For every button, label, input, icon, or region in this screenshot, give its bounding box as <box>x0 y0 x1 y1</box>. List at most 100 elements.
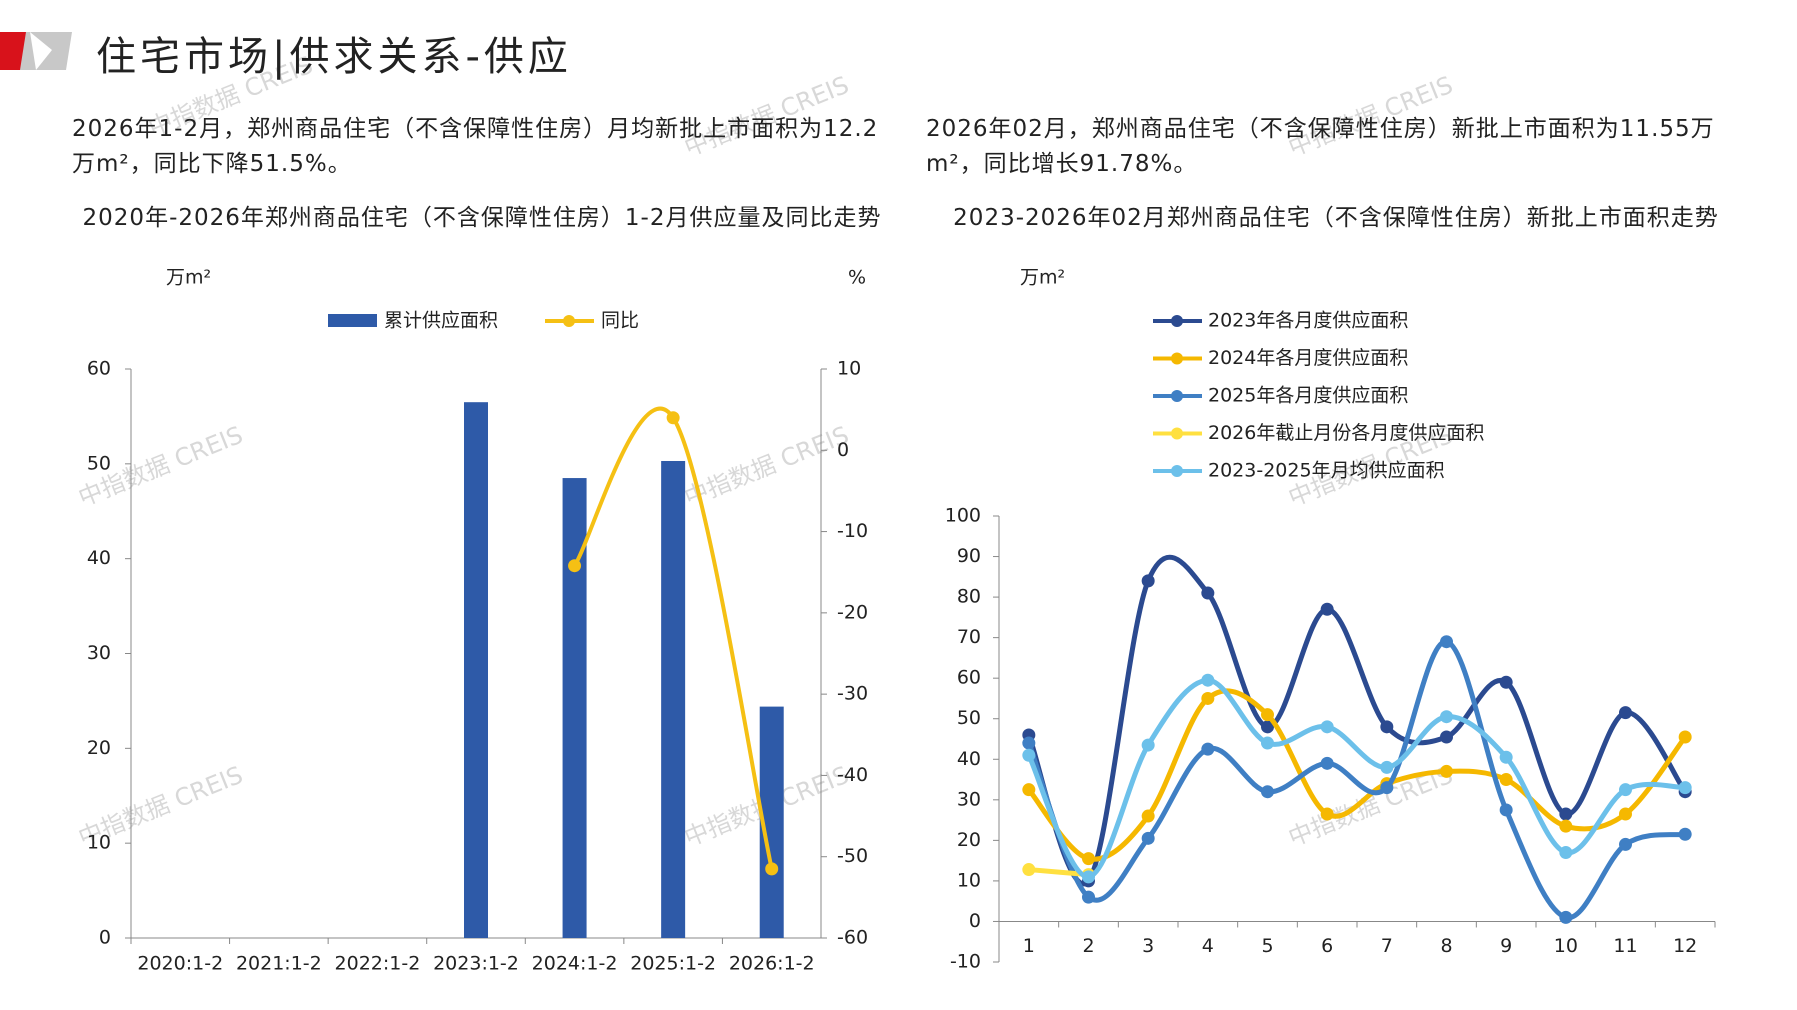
point <box>1440 730 1453 744</box>
x-tick-label: 2021:1-2 <box>236 953 322 975</box>
point <box>1320 602 1334 616</box>
watermark: 中指数据 CREIS <box>680 421 852 512</box>
point <box>1320 807 1334 821</box>
legend-label: 2026年截止月份各月度供应面积 <box>1208 422 1484 444</box>
y-tick-label: 90 <box>957 545 981 567</box>
line <box>1026 677 1686 880</box>
x-tick-label: 2020:1-2 <box>137 953 223 975</box>
y-tick-label: 10 <box>87 832 111 854</box>
legend-label: 同比 <box>601 310 639 332</box>
point <box>1559 910 1573 924</box>
point <box>1201 586 1215 600</box>
legend-swatch <box>1171 315 1183 327</box>
legend-label: 2025年各月度供应面积 <box>1208 385 1408 407</box>
y-tick-label: 20 <box>87 737 111 759</box>
point <box>1440 764 1453 778</box>
legend-label: 2023-2025年月均供应面积 <box>1208 460 1445 482</box>
legend-swatch <box>1171 465 1183 477</box>
point <box>568 559 582 573</box>
line <box>572 406 774 870</box>
point <box>1559 846 1573 860</box>
point <box>1082 870 1095 884</box>
x-tick-label: 8 <box>1440 935 1452 957</box>
point <box>1082 852 1095 866</box>
x-tick-label: 2025:1-2 <box>630 953 716 975</box>
y2-tick-label: 0 <box>837 439 849 461</box>
point <box>1320 756 1334 770</box>
y-tick-label: 30 <box>87 642 111 664</box>
y-tick-label: 50 <box>957 707 981 729</box>
point <box>1619 807 1632 821</box>
x-tick-label: 10 <box>1554 935 1578 957</box>
point <box>1499 803 1513 817</box>
legend-swatch <box>1171 390 1183 402</box>
x-tick-label: 2022:1-2 <box>335 953 421 975</box>
chart-title: 2023-2026年02月郑州商品住宅（不含保障性住房）新批上市面积走势 <box>953 205 1719 231</box>
point <box>1440 635 1453 649</box>
point <box>1619 837 1632 851</box>
y2-tick-label: -30 <box>837 683 868 705</box>
point <box>1022 736 1036 750</box>
y-tick-label: 30 <box>957 788 981 810</box>
point <box>1141 574 1155 588</box>
x-tick-label: 5 <box>1261 935 1273 957</box>
y2-tick-label: -20 <box>837 601 868 623</box>
point <box>1022 863 1036 877</box>
point <box>1201 742 1215 756</box>
y-tick-label: 10 <box>957 869 981 891</box>
bar <box>464 402 488 939</box>
point <box>1619 783 1632 797</box>
y-tick-label: 0 <box>969 910 981 932</box>
point <box>1678 730 1692 744</box>
legend-label: 累计供应面积 <box>384 310 498 332</box>
point <box>1499 773 1513 787</box>
chart-title: 2020年-2026年郑州商品住宅（不含保障性住房）1-2月供应量及同比走势 <box>82 205 882 231</box>
point <box>1261 720 1274 734</box>
x-tick-label: 6 <box>1321 935 1333 957</box>
point <box>1499 750 1513 764</box>
point <box>1261 736 1274 750</box>
point <box>1678 781 1692 795</box>
point <box>1678 827 1692 841</box>
point <box>1022 783 1036 797</box>
bar <box>661 460 686 938</box>
y-tick-label: 40 <box>87 547 111 569</box>
point <box>1022 748 1036 762</box>
y-tick-label: -10 <box>950 951 981 973</box>
point <box>1201 673 1215 687</box>
y2-tick-label: -60 <box>837 927 868 949</box>
x-tick-label: 1 <box>1023 935 1035 957</box>
x-tick-label: 4 <box>1202 935 1214 957</box>
y2-tick-label: -40 <box>837 764 868 786</box>
point <box>1380 720 1394 734</box>
x-tick-label: 12 <box>1673 935 1697 957</box>
point <box>765 862 779 876</box>
x-tick-label: 9 <box>1500 935 1512 957</box>
y-tick-label: 0 <box>99 927 111 949</box>
point <box>1141 809 1155 823</box>
point <box>1499 675 1513 689</box>
point <box>1380 760 1394 774</box>
x-tick-label: 2026:1-2 <box>729 953 815 975</box>
point <box>1141 831 1155 845</box>
line <box>1026 688 1688 862</box>
logo <box>30 32 52 70</box>
point <box>1320 720 1334 734</box>
page-title: 住宅市场|供求关系-供应 <box>96 34 572 80</box>
point <box>1440 710 1453 724</box>
y-tick-label: 20 <box>957 829 981 851</box>
x-tick-label: 2023:1-2 <box>433 953 519 975</box>
y-tick-label: 80 <box>957 586 981 608</box>
point <box>1141 738 1155 752</box>
y-tick-label: 40 <box>957 748 981 770</box>
y-tick-label: 50 <box>87 452 111 474</box>
point <box>666 411 680 425</box>
x-tick-label: 2024:1-2 <box>532 953 618 975</box>
legend-swatch <box>563 315 575 327</box>
legend-label: 2024年各月度供应面积 <box>1208 347 1408 369</box>
y2-tick-label: -10 <box>837 520 868 542</box>
line <box>1026 554 1688 887</box>
note: 2026年02月，郑州商品住宅（不含保障性住房）新批上市面积为11.55万m²，… <box>926 116 1715 177</box>
point <box>1380 781 1394 795</box>
